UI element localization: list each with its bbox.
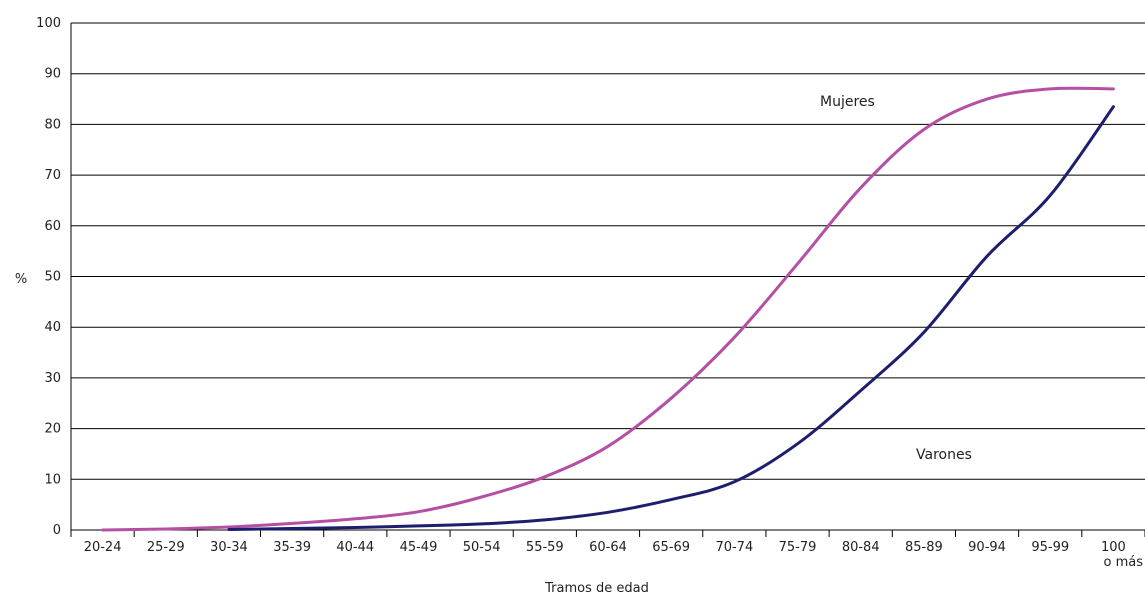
x-tick-label: 45-49 [400,540,438,555]
x-tick-label: 95-99 [1031,540,1069,555]
x-tick-label: 75-79 [779,540,817,555]
y-tick-label: 0 [53,523,61,538]
y-tick-label: 10 [44,472,61,487]
y-tick-label: 80 [44,117,61,132]
x-tick-label: 55-59 [526,540,564,555]
y-tick-label: 40 [44,320,61,335]
y-tick-label: 20 [44,422,61,437]
series-line-varones [227,105,1115,531]
x-tick-label: 85-89 [905,540,943,555]
x-tick-label: 30-34 [210,540,248,555]
x-tick-label: 65-69 [652,540,690,555]
y-tick-label: 90 [44,67,61,82]
series-line-mujeres [101,86,1115,532]
x-tick-label: 100 [1101,540,1126,555]
x-axis-label: Tramos de edad [544,581,649,596]
series-label-varones: Varones [916,447,972,463]
y-tick-label: 70 [44,168,61,183]
series-lines [101,86,1115,532]
y-tick-labels: 0 10 20 30 40 50 60 70 80 90 100 [36,16,61,538]
x-tick-label: 90-94 [968,540,1006,555]
gridlines [71,22,1145,480]
x-tick-label: 25-29 [147,540,185,555]
x-tick-label: 50-54 [463,540,501,555]
x-tick-label: 40-44 [336,540,374,555]
x-tick-label: 70-74 [715,540,753,555]
x-tick-label: 80-84 [842,540,880,555]
y-tick-label: 60 [44,219,61,234]
y-tick-label: 50 [44,270,61,285]
y-tick-label: 100 [36,16,61,31]
x-tick-label: 20-24 [84,540,122,555]
x-tick-label: 35-39 [273,540,311,555]
x-tick-labels: 20-24 25-29 30-34 35-39 40-44 45-49 50-54 55-59… [84,540,1144,570]
y-tick-label: 30 [44,371,61,386]
y-axis-label: % [15,272,27,287]
series-label-mujeres: Mujeres [820,94,875,110]
x-tick-label-extra: o más [1104,555,1144,570]
x-tick-label: 60-64 [589,540,627,555]
